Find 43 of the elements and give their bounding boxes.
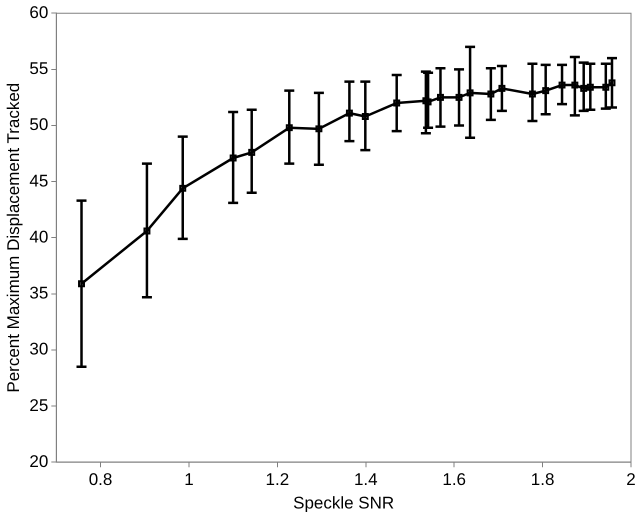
y-axis-title: Percent Maximum Displacement Tracked	[4, 82, 23, 393]
x-tick-label: 1.2	[266, 470, 290, 490]
point	[542, 87, 550, 94]
point	[586, 84, 594, 91]
point	[315, 125, 322, 132]
point	[143, 227, 150, 234]
point	[436, 94, 444, 101]
point	[456, 94, 463, 101]
y-tick-label: 40	[29, 227, 48, 246]
point	[580, 84, 588, 92]
y-tick-label: 30	[29, 340, 48, 359]
point	[179, 184, 186, 192]
point	[248, 148, 256, 156]
point	[362, 112, 369, 120]
y-tick-label: 35	[29, 284, 48, 303]
x-axis-title: Speckle SNR	[293, 493, 394, 512]
point	[498, 84, 506, 92]
point	[528, 90, 536, 98]
point	[602, 84, 610, 91]
point	[393, 100, 400, 106]
y-tick-label: 55	[29, 59, 48, 78]
point	[230, 154, 237, 162]
y-tick-label: 45	[29, 171, 48, 190]
x-tick-label: 1.6	[442, 470, 466, 490]
point	[571, 82, 578, 89]
point	[346, 110, 353, 117]
y-tick-label: 25	[29, 396, 48, 415]
x-tick-label: 2	[626, 470, 636, 490]
point	[466, 89, 474, 96]
x-tick-label: 1.4	[354, 470, 378, 490]
point	[422, 97, 430, 104]
point	[286, 124, 293, 132]
x-tick-label: 1	[184, 470, 194, 490]
x-tick-label: 1.8	[530, 470, 554, 490]
point	[78, 280, 85, 288]
point	[558, 82, 566, 89]
y-tick-label: 50	[29, 115, 48, 134]
y-tick-label: 20	[29, 452, 48, 471]
point	[424, 98, 432, 106]
point	[487, 90, 494, 98]
y-tick-label: 60	[29, 2, 48, 22]
point	[608, 79, 616, 86]
x-tick-label: 0.8	[88, 470, 112, 490]
